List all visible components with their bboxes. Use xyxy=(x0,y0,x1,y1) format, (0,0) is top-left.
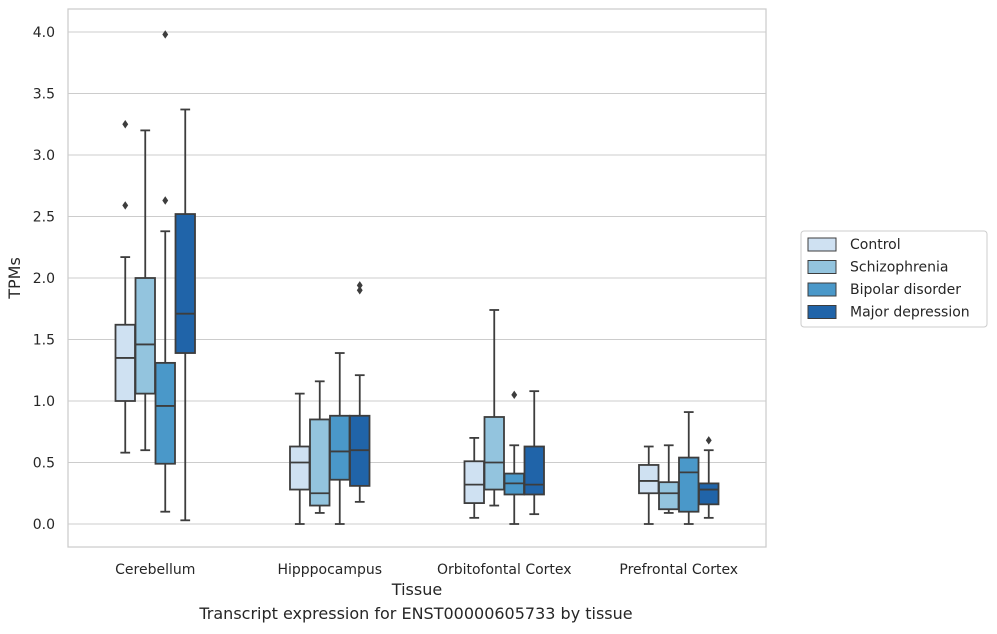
box-iqr xyxy=(289,445,311,491)
legend-label: Major depression xyxy=(850,305,970,321)
outlier-point xyxy=(356,281,363,290)
outlier-point xyxy=(162,30,169,39)
box-iqr xyxy=(638,464,660,495)
y-tick-label: 0.5 xyxy=(33,456,55,472)
box xyxy=(638,445,660,525)
box-iqr xyxy=(678,456,700,513)
box xyxy=(658,444,680,514)
box-iqr xyxy=(114,323,136,402)
x-axis-label: Tissue xyxy=(391,580,442,599)
y-tick-label: 1.5 xyxy=(33,333,55,349)
y-tick-label: 3.5 xyxy=(33,87,55,103)
box-iqr xyxy=(174,213,196,354)
box-iqr xyxy=(134,277,156,395)
legend-frame xyxy=(800,230,988,328)
outlier-point xyxy=(705,436,712,445)
legend: Control Schizophrenia Bipolar disorder Majo… xyxy=(800,230,988,328)
plot-frame xyxy=(67,8,767,548)
y-axis-label: TPMs xyxy=(5,257,24,300)
axes: 0.0 0.5 1.0 1.5 2.0 2.5 3.0 3.5 4.0 Cerebellum Hip… xyxy=(33,25,738,578)
box-iqr xyxy=(483,416,505,491)
box xyxy=(523,390,545,516)
y-tick-label: 1.0 xyxy=(33,394,55,410)
legend-swatch xyxy=(807,237,837,252)
y-tick-label: 4.0 xyxy=(33,25,55,41)
box-series xyxy=(114,30,720,525)
box xyxy=(698,436,720,519)
box xyxy=(134,129,156,452)
y-tick-label: 0.0 xyxy=(33,517,55,533)
box xyxy=(329,352,351,525)
box xyxy=(174,108,196,522)
outlier-point xyxy=(511,390,518,400)
outlier-point xyxy=(162,196,169,205)
box xyxy=(463,436,485,519)
outlier-point xyxy=(356,286,363,295)
y-tick-label: 3.0 xyxy=(33,148,55,164)
y-tick-label: 2.5 xyxy=(33,210,55,226)
legend-label: Bipolar disorder xyxy=(850,282,961,298)
legend-swatch xyxy=(807,305,837,319)
figure-caption: Transcript expression for ENST0000060573… xyxy=(199,604,633,623)
box xyxy=(349,281,371,503)
legend-swatch xyxy=(807,282,837,297)
box-iqr xyxy=(154,361,176,465)
outlier-point xyxy=(122,120,129,129)
x-tick-label: Prefrontal Cortex xyxy=(619,562,738,578)
box xyxy=(483,309,505,507)
legend-label: Control xyxy=(850,237,901,253)
box xyxy=(503,390,525,525)
box-iqr xyxy=(658,481,680,511)
box xyxy=(114,120,136,454)
x-tick-label: Hipppocampus xyxy=(277,562,382,578)
legend-label: Schizophrenia xyxy=(850,260,948,276)
box xyxy=(154,30,176,513)
box xyxy=(289,392,311,525)
y-tick-label: 2.0 xyxy=(33,271,55,287)
box-iqr xyxy=(329,414,351,481)
x-tick-label: Cerebellum xyxy=(115,562,195,578)
outlier-point xyxy=(122,201,129,210)
box-iqr xyxy=(523,445,545,496)
box-iqr xyxy=(463,460,485,504)
box-iqr xyxy=(698,482,720,506)
legend-swatch xyxy=(807,260,837,274)
x-tick-label: Orbitofontal Cortex xyxy=(437,562,572,578)
box xyxy=(678,411,700,525)
